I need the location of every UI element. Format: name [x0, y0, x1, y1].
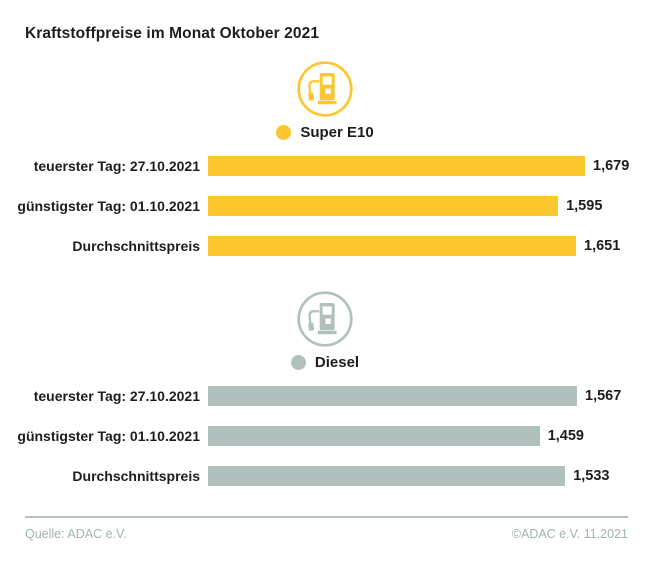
bar-category-label: günstigster Tag: 01.10.2021: [17, 198, 200, 214]
fuel-pump-icon: [296, 290, 354, 348]
chart-title: Kraftstoffpreise im Monat Oktober 2021: [25, 25, 320, 42]
legend-super-e10: Super E10: [276, 123, 374, 141]
bar-rows-super-e10: teuerster Tag: 27.10.2021 1,679 günstigs…: [17, 156, 630, 256]
bar-row: Durchschnittspreis 1,533: [20, 466, 630, 486]
bar-category-label: teuerster Tag: 27.10.2021: [33, 388, 200, 404]
bar-row: teuerster Tag: 27.10.2021 1,679: [20, 156, 630, 176]
bar-row: Durchschnittspreis 1,651: [20, 236, 630, 256]
legend-diesel: Diesel: [290, 353, 360, 371]
bar-super-e10-row-1: [208, 196, 559, 216]
bar-category-label: Durchschnittspreis: [72, 238, 200, 254]
bar-super-e10-row-0: [208, 156, 585, 176]
bar-category-label: teuerster Tag: 27.10.2021: [33, 158, 200, 174]
bar-track: 1,651: [208, 236, 630, 256]
bar-row: günstigster Tag: 01.10.2021 1,459: [17, 426, 630, 446]
bar-diesel-row-1: [208, 426, 540, 446]
bar-value: 1,459: [547, 428, 584, 444]
fuel-pump-icon: [296, 60, 354, 118]
bar-row: günstigster Tag: 01.10.2021 1,595: [17, 196, 630, 216]
bar-row: teuerster Tag: 27.10.2021 1,567: [20, 386, 630, 406]
legend-label-super-e10: Super E10: [300, 123, 374, 141]
bar-category-label: günstigster Tag: 01.10.2021: [17, 428, 200, 444]
legend-dot-diesel: [290, 354, 306, 370]
source-text: Quelle: ADAC e.V.: [25, 527, 127, 541]
copyright-text: ©ADAC e.V. 11.2021: [511, 527, 628, 541]
bar-track: 1,567: [208, 386, 630, 406]
legend-dot-super-e10: [276, 124, 292, 140]
bar-value: 1,595: [566, 198, 603, 214]
footer: Quelle: ADAC e.V. ©ADAC e.V. 11.2021: [25, 516, 628, 541]
bar-track: 1,533: [208, 466, 630, 486]
bar-category-label: Durchschnittspreis: [72, 468, 200, 484]
section-diesel: Diesel teuerster Tag: 27.10.2021 1,567 g…: [17, 290, 630, 486]
legend-label-diesel: Diesel: [314, 353, 360, 371]
bar-value: 1,679: [593, 158, 630, 174]
section-super-e10: Super E10 teuerster Tag: 27.10.2021 1,67…: [17, 60, 630, 256]
bar-track: 1,459: [208, 426, 630, 446]
bar-diesel-row-2: [208, 466, 566, 486]
bar-track: 1,679: [208, 156, 630, 176]
bar-value: 1,533: [573, 468, 610, 484]
bar-diesel-row-0: [208, 386, 577, 406]
bar-track: 1,595: [208, 196, 630, 216]
bar-value: 1,567: [585, 388, 622, 404]
bar-super-e10-row-2: [208, 236, 576, 256]
bar-rows-diesel: teuerster Tag: 27.10.2021 1,567 günstigs…: [17, 386, 630, 486]
bar-value: 1,651: [584, 238, 621, 254]
